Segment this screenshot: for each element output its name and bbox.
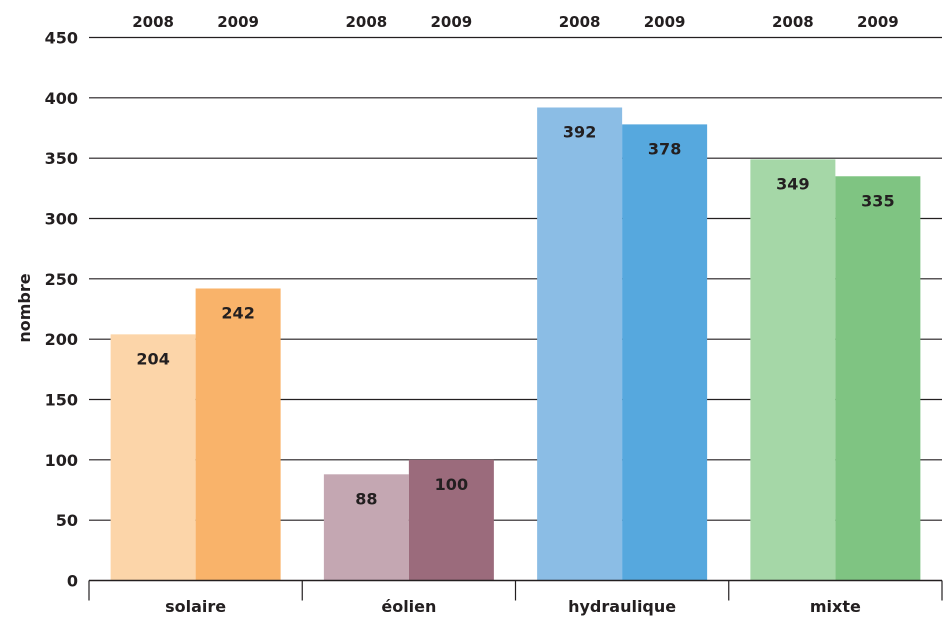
y-tick-label: 150 [45,391,78,410]
y-tick-label: 100 [45,451,78,470]
bar-value-labels: 204 242 88 100 392 378 349 335 [136,122,894,508]
bar-value-label: 242 [221,303,254,322]
bar-value-label: 335 [861,191,894,210]
bar-value-label: 88 [355,489,377,508]
bar-value-label: 392 [563,122,596,141]
bar-value-label: 100 [435,475,468,494]
series-label: 2009 [644,13,686,31]
series-label: 2009 [431,13,473,31]
y-tick-label: 50 [56,511,78,530]
series-year-labels: 2008 2009 2008 2009 2008 2009 2008 2009 [132,13,899,31]
bars [110,107,921,581]
series-label: 2008 [559,13,601,31]
bar [750,159,836,581]
series-label: 2009 [857,13,899,31]
bar-value-label: 349 [776,174,809,193]
x-axis: solaire éolien hydraulique mixte [88,579,943,616]
y-axis-label: nombre [15,273,34,342]
bar [408,459,494,581]
x-category-label: mixte [810,597,861,616]
series-label: 2009 [217,13,259,31]
y-tick-label: 400 [45,89,78,108]
y-tick-label: 250 [45,270,78,289]
bar [835,176,921,581]
y-tick-label: 300 [45,210,78,229]
series-label: 2008 [132,13,174,31]
series-label: 2008 [346,13,388,31]
bar [195,288,281,581]
bar-value-label: 378 [648,139,681,158]
x-category-label: hydraulique [568,597,676,616]
x-category-label: solaire [165,597,226,616]
series-label: 2008 [772,13,814,31]
y-axis-ticks: 0 50 100 150 200 250 300 350 400 450 [45,29,78,591]
bar [110,334,196,581]
y-tick-label: 450 [45,29,78,48]
x-category-label: éolien [381,597,436,616]
bar-value-label: 204 [136,349,169,368]
bar [537,107,623,581]
bar [323,474,409,581]
y-tick-label: 0 [67,572,78,591]
y-tick-label: 200 [45,330,78,349]
bar [622,124,708,581]
y-tick-label: 350 [45,149,78,168]
